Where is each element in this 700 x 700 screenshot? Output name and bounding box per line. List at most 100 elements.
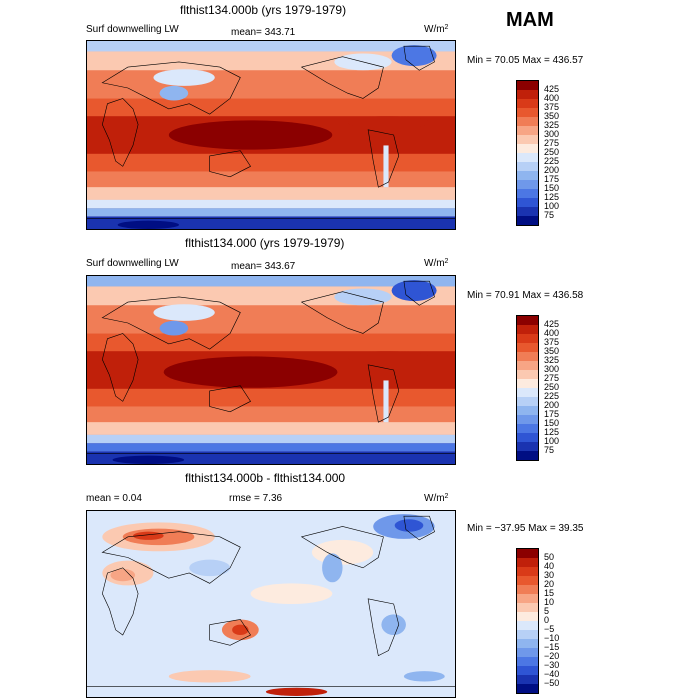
colorbar-swatch [517,171,538,180]
colorbar-swatch [517,316,538,325]
colorbar-tick-label: −10 [544,633,560,643]
panel-2-title: flthist134.000 (yrs 1979-1979) [185,236,345,250]
colorbar-swatch [517,451,538,460]
colorbar-tick-label: −20 [544,651,560,661]
panel-3-colorbar: 50 40 30 20 15 10 5 0 −5 −10 −15 −20 −30 −40 −50 [516,548,559,694]
panel-1-colorbar: 425 400 375 350 325 300 275 250 225 200 175 150 125 1… [516,80,559,226]
colorbar-swatch [517,397,538,406]
colorbar-tick-label: 325 [544,120,560,130]
panel-2-colorbar: 425 400 375 350 325 300 275 250 225 200 175 150 125 1… [516,315,559,461]
colorbar-tick-label: 325 [544,355,560,365]
colorbar-swatch [517,433,538,442]
panel-1-title: flthist134.000b (yrs 1979-1979) [180,3,347,17]
colorbar-swatch [517,415,538,424]
colorbar-swatch [517,361,538,370]
colorbar-tick-label: 5 [544,606,550,616]
colorbar-swatch [517,558,538,567]
colorbar-swatch [517,585,538,594]
panel-2-minmax: Min = 70.91 Max = 436.58 [467,290,584,301]
colorbar-swatch [517,639,538,648]
panel-1-field: Surf downwelling LW [86,24,179,35]
colorbar-swatch [517,99,538,108]
colorbar-swatch [517,153,538,162]
colorbar-swatch [517,352,538,361]
colorbar-tick-label: 225 [544,156,560,166]
colorbar-tick-label: 200 [544,400,560,410]
panel-1-minmax: Min = 70.05 Max = 436.57 [467,55,584,66]
colorbar-tick-label: 225 [544,391,560,401]
colorbar-swatch [517,675,538,684]
panel-1-map [86,40,456,230]
panel-2-units: W/m2 [424,258,449,269]
colorbar-swatch [517,603,538,612]
colorbar-tick-label: 400 [544,328,560,338]
colorbar-swatch [517,90,538,99]
panel-2-field-plot [87,276,455,464]
colorbar-swatch [517,207,538,216]
colorbar-tick-label: 250 [544,382,560,392]
colorbar-tick-label: 75 [544,210,555,220]
colorbar-swatch [517,424,538,433]
colorbar-tick-label: 175 [544,174,560,184]
panel-3-map [86,510,456,698]
season-label: MAM [506,9,554,31]
panel-3-title: flthist134.000b - flthist134.000 [185,471,346,485]
colorbar-swatch [517,549,538,558]
colorbar-swatch [517,648,538,657]
colorbar-swatch [517,81,538,90]
colorbar-swatch [517,189,538,198]
colorbar-tick-label: 0 [544,615,550,625]
colorbar-tick-label: 75 [544,445,555,455]
colorbar-tick-label: 300 [544,129,560,139]
colorbar-tick-label: 40 [544,561,555,571]
colorbar-swatch [517,370,538,379]
colorbar-tick-label: −40 [544,669,560,679]
colorbar-swatch [517,684,538,693]
colorbar-tick-label: 125 [544,192,560,202]
colorbar-tick-label: 100 [544,436,560,446]
colorbar-tick-label: 30 [544,570,555,580]
colorbar-swatch [517,334,538,343]
colorbar-swatch [517,216,538,225]
colorbar-swatch [517,666,538,675]
colorbar-swatch [517,325,538,334]
colorbar-swatch [517,442,538,451]
colorbar-tick-label: −5 [544,624,555,634]
colorbar-swatch [517,126,538,135]
colorbar-tick-label: 400 [544,93,560,103]
colorbar-tick-label: 425 [544,84,560,94]
colorbar-tick-label: 425 [544,319,560,329]
colorbar-swatch [517,379,538,388]
panel-1-field-plot [87,41,455,229]
panel-2-mean: mean= 343.67 [231,261,296,272]
colorbar-swatch [517,117,538,126]
panel-3-field-plot [87,511,455,697]
colorbar-tick-label: 150 [544,183,560,193]
colorbar-tick-label: −50 [544,678,560,688]
colorbar-tick-label: 15 [544,588,555,598]
colorbar-tick-label: 175 [544,409,560,419]
colorbar-swatch [517,135,538,144]
colorbar-tick-label: 10 [544,597,555,607]
colorbar-tick-label: 275 [544,138,560,148]
colorbar-swatch [517,567,538,576]
colorbar-swatch [517,343,538,352]
colorbar-swatch [517,612,538,621]
colorbar-swatch [517,406,538,415]
colorbar-tick-label: 100 [544,201,560,211]
colorbar-tick-label: −30 [544,660,560,670]
colorbar-swatch [517,594,538,603]
colorbar-swatch [517,388,538,397]
colorbar-swatch [517,621,538,630]
panel-3-units: W/m2 [424,493,449,504]
colorbar-tick-label: 375 [544,102,560,112]
panel-3-mean: mean = 0.04 [86,493,142,504]
colorbar-tick-label: 350 [544,346,560,356]
colorbar-swatch [517,144,538,153]
colorbar-tick-label: 20 [544,579,555,589]
colorbar-tick-label: 350 [544,111,560,121]
colorbar-tick-label: 300 [544,364,560,374]
panel-2-field: Surf downwelling LW [86,258,179,269]
colorbar-tick-label: −15 [544,642,560,652]
colorbar-swatch [517,162,538,171]
